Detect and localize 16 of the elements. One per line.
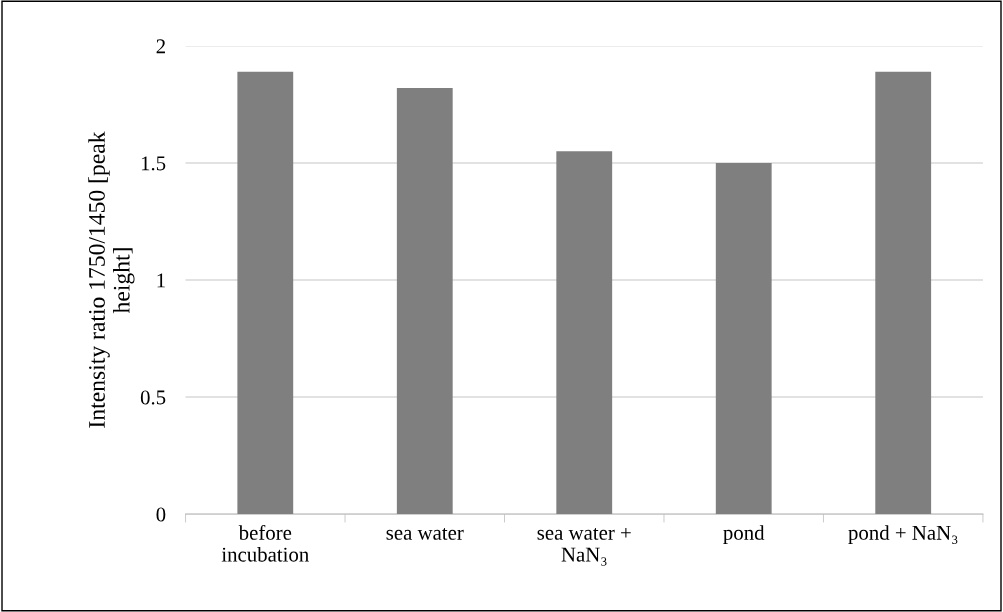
x-tick-label: pond + NaN₃ xyxy=(848,525,958,545)
y-tick-label: 2 xyxy=(156,39,165,54)
y-axis-title: Intensity ratio 1750/1450 [peak height] xyxy=(88,131,135,428)
y-tick-label: 0 xyxy=(156,507,166,522)
y-tick-label: 1.5 xyxy=(141,156,166,171)
x-tick-label: pond xyxy=(723,525,765,545)
y-tick-label: 0.5 xyxy=(140,390,166,405)
bar xyxy=(237,71,294,515)
bar xyxy=(396,88,453,515)
x-tick-label: sea water + NaN₃ xyxy=(537,527,631,566)
x-tick-label: before incubation xyxy=(221,524,309,562)
x-tick-label: sea water xyxy=(386,527,464,540)
bar xyxy=(875,71,932,515)
bar xyxy=(715,162,772,515)
y-tick-label: 1 xyxy=(157,273,165,288)
bar xyxy=(556,151,613,515)
